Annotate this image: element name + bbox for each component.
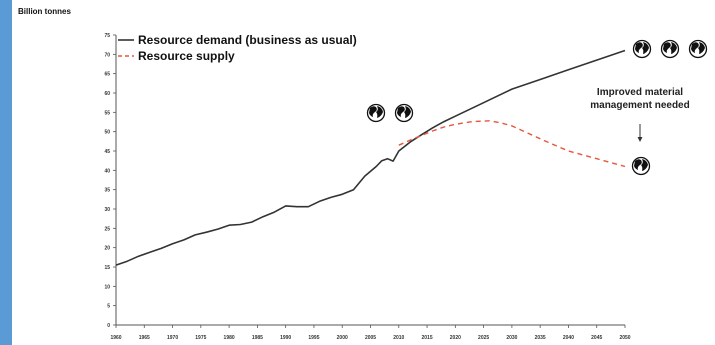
x-tick-label: 2050 <box>619 335 630 341</box>
series-line-demand <box>115 49 626 266</box>
left-accent-bar <box>0 0 12 345</box>
legend-entry: Resource demand (business as usual) <box>138 33 357 47</box>
annotation-text: management needed <box>590 100 689 111</box>
x-tick-label: 2035 <box>535 335 546 341</box>
globe-icon <box>631 156 651 176</box>
y-tick-label: 75 <box>104 33 110 39</box>
x-tick-label: 1990 <box>280 335 291 341</box>
y-tick-label: 55 <box>104 110 110 116</box>
x-tick-labels: 1960 1965 1970 1975 1980 1985 1990 1995 2000 2005… <box>110 335 630 341</box>
globe-icon <box>688 39 708 59</box>
legend-entry: Resource supply <box>138 49 235 63</box>
globe-icon <box>632 39 652 59</box>
x-tick-label: 1970 <box>167 335 178 341</box>
globe-icon <box>394 103 414 123</box>
x-tick-label: 1995 <box>308 335 319 341</box>
series-line-supply <box>398 120 626 168</box>
x-tick-label: 1980 <box>224 335 235 341</box>
axes <box>113 34 626 328</box>
globe-icon <box>660 39 680 59</box>
x-tick-label: 2020 <box>450 335 461 341</box>
y-tick-label: 10 <box>104 284 110 290</box>
x-tick-label: 1960 <box>110 335 121 341</box>
legend: Resource demand (business as usual) Resou… <box>118 33 357 63</box>
x-tick-label: 1985 <box>252 335 263 341</box>
y-tick-label: 40 <box>104 168 110 174</box>
x-tick-label: 2045 <box>591 335 602 341</box>
x-tick-label: 2005 <box>365 335 376 341</box>
x-tick-label: 2000 <box>337 335 348 341</box>
annotation-text: Improved material <box>597 87 683 98</box>
y-tick-label: 65 <box>104 72 110 78</box>
x-tick-label: 2025 <box>478 335 489 341</box>
annotation-arrowhead <box>637 137 643 142</box>
y-tick-labels: 0 5 10 15 20 25 30 35 40 45 50 55 60 65 70 75 <box>104 33 110 329</box>
y-tick-label: 35 <box>104 188 110 194</box>
y-tick-label: 45 <box>104 149 110 155</box>
y-axis-label: Billion tonnes <box>18 7 71 16</box>
y-tick-label: 25 <box>104 226 110 232</box>
y-tick-label: 20 <box>104 246 110 252</box>
x-tick-label: 2040 <box>563 335 574 341</box>
y-tick-label: 30 <box>104 207 110 213</box>
y-tick-label: 60 <box>104 91 110 97</box>
x-tick-label: 1975 <box>195 335 206 341</box>
globe-icon <box>366 103 386 123</box>
y-tick-label: 50 <box>104 130 110 136</box>
y-tick-label: 15 <box>104 265 110 271</box>
y-tick-label: 70 <box>104 52 110 58</box>
series-lines <box>115 49 626 266</box>
x-tick-label: 2010 <box>393 335 404 341</box>
x-tick-label: 1965 <box>139 335 150 341</box>
annotations: Improved material management needed <box>590 87 690 142</box>
y-tick-label: 0 <box>107 323 110 329</box>
y-tick-label: 5 <box>107 304 110 310</box>
x-tick-label: 2030 <box>506 335 517 341</box>
x-tick-label: 2015 <box>421 335 432 341</box>
globe-markers <box>366 39 708 176</box>
